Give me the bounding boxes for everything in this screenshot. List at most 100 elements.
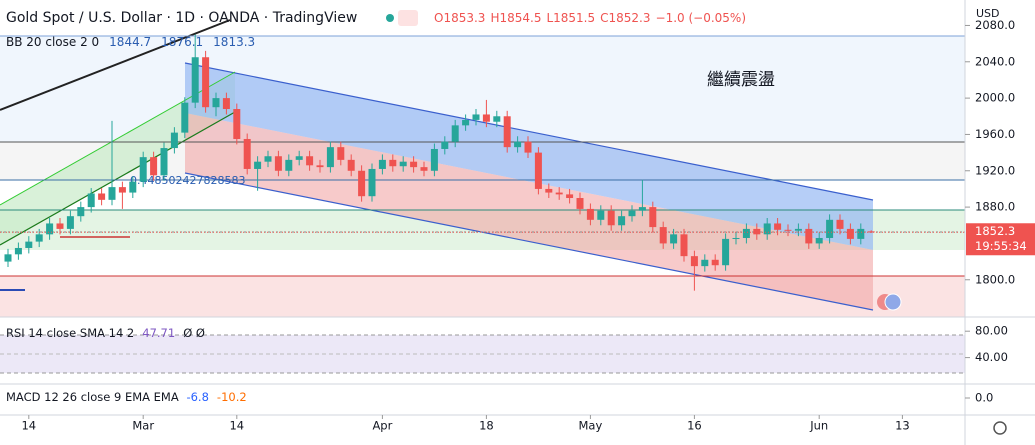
legend-value: −1.0 (−0.05%) bbox=[656, 11, 747, 25]
candle-body bbox=[191, 57, 199, 103]
channel-upper bbox=[185, 63, 873, 250]
candle-body bbox=[295, 156, 303, 160]
last-price-label: 1852.3 bbox=[975, 224, 1015, 238]
channel-line bbox=[184, 172, 874, 311]
legend-value: C1852.3 bbox=[600, 11, 650, 25]
candle-body bbox=[243, 138, 251, 169]
countdown: 19:55:34 bbox=[975, 239, 1027, 253]
candle-body bbox=[555, 192, 563, 195]
status-dot bbox=[386, 14, 394, 22]
x-tick-label: Jun bbox=[809, 419, 828, 433]
symbol-title: Gold Spot / U.S. Dollar · 1D · OANDA · T… bbox=[6, 10, 357, 26]
candle-body bbox=[264, 156, 272, 162]
candle-body bbox=[857, 228, 865, 239]
candle-body bbox=[420, 167, 428, 171]
candle-body bbox=[649, 207, 657, 228]
candle-body bbox=[774, 223, 782, 230]
x-tick-label: 16 bbox=[687, 419, 702, 433]
candle-body bbox=[597, 210, 605, 220]
x-tick-label: 18 bbox=[479, 419, 494, 433]
candle-body bbox=[742, 228, 750, 238]
candle-body bbox=[181, 102, 189, 133]
candle-body bbox=[618, 216, 626, 226]
candle-body bbox=[451, 125, 459, 142]
candle-body bbox=[867, 231, 875, 233]
candle-body bbox=[254, 161, 262, 169]
candle-body bbox=[524, 141, 532, 153]
up-channel bbox=[0, 72, 235, 245]
legend-value: -10.2 bbox=[217, 390, 247, 404]
candle-body bbox=[160, 148, 168, 176]
candle-body bbox=[368, 168, 376, 197]
settings-icon[interactable] bbox=[993, 421, 1007, 435]
candle-body bbox=[711, 259, 719, 266]
channel-lower bbox=[185, 113, 873, 310]
y-tick-label: 2000.0 bbox=[975, 91, 1015, 105]
x-tick-label: May bbox=[579, 419, 603, 433]
candle-body bbox=[202, 57, 210, 108]
y-tick-label: 2040.0 bbox=[975, 54, 1015, 68]
y-tick-label: 80.00 bbox=[975, 324, 1008, 338]
legend-value: 47.71 bbox=[142, 326, 175, 340]
candle-body bbox=[732, 237, 740, 239]
candle-body bbox=[722, 238, 730, 266]
legend-value: BB 20 close 2 0 bbox=[6, 35, 99, 49]
trend-line bbox=[0, 19, 231, 111]
candle-body bbox=[35, 234, 43, 242]
status-badge bbox=[398, 10, 418, 26]
candle-body bbox=[87, 193, 95, 208]
candle-body bbox=[399, 161, 407, 167]
candle-body bbox=[46, 223, 54, 235]
candle-body bbox=[826, 219, 834, 238]
candle-body bbox=[545, 188, 553, 193]
legend-value: -6.8 bbox=[186, 390, 208, 404]
legend-value: L1851.5 bbox=[546, 11, 595, 25]
legend-value: 1844.7 bbox=[109, 35, 151, 49]
trend-line bbox=[0, 111, 236, 246]
candle-body bbox=[410, 161, 418, 168]
candle-body bbox=[66, 216, 74, 229]
candle-body bbox=[607, 210, 615, 226]
candle-body bbox=[784, 229, 792, 231]
candle-body bbox=[285, 159, 293, 171]
candle-body bbox=[326, 147, 334, 168]
rsi-legend: RSI 14 close SMA 14 2 47.71 Ø Ø bbox=[6, 326, 205, 340]
y-tick-label: 0.0 bbox=[975, 391, 993, 405]
channel-line bbox=[184, 62, 874, 201]
candle-body bbox=[701, 259, 709, 267]
candle-body bbox=[794, 228, 802, 231]
y-tick-label: 1800.0 bbox=[975, 272, 1015, 286]
candle-body bbox=[815, 237, 823, 244]
y-tick-label: 1920.0 bbox=[975, 163, 1015, 177]
candle-body bbox=[129, 181, 137, 193]
candle-body bbox=[98, 193, 106, 200]
currency: USD bbox=[976, 7, 1000, 20]
legend-value: 1813.3 bbox=[213, 35, 255, 49]
x-tick-label: 14 bbox=[229, 419, 244, 433]
candle-body bbox=[212, 98, 220, 108]
candle-body bbox=[150, 157, 158, 176]
candle-body bbox=[805, 228, 813, 244]
candle-body bbox=[534, 152, 542, 189]
candle-body bbox=[337, 147, 345, 160]
legend-value: 1876.1 bbox=[161, 35, 203, 49]
candle-body bbox=[493, 116, 501, 122]
candle-body bbox=[389, 159, 397, 167]
candle-body bbox=[430, 148, 438, 171]
candle-body bbox=[77, 207, 85, 217]
candle-body bbox=[638, 207, 646, 211]
candle-body bbox=[316, 165, 324, 168]
candle-body bbox=[514, 141, 522, 148]
fib-label: 0.448502427828583 bbox=[130, 174, 245, 187]
candle-body bbox=[170, 132, 178, 149]
ohlc-legend: O1853.3 H1854.5 L1851.5 C1852.3 −1.0 (−0.05%… bbox=[434, 11, 746, 25]
candle-body bbox=[306, 156, 314, 166]
x-tick-label: Mar bbox=[132, 419, 154, 433]
macd-legend: MACD 12 26 close 9 EMA EMA -6.8 -10.2 bbox=[6, 390, 247, 404]
bb-legend: BB 20 close 2 0 1844.7 1876.1 1813.3 bbox=[6, 35, 255, 49]
legend-value: RSI 14 close SMA 14 2 bbox=[6, 326, 134, 340]
x-tick-label: 14 bbox=[21, 419, 36, 433]
last-price-tag bbox=[966, 223, 1035, 256]
legend-value: O1853.3 bbox=[434, 11, 485, 25]
